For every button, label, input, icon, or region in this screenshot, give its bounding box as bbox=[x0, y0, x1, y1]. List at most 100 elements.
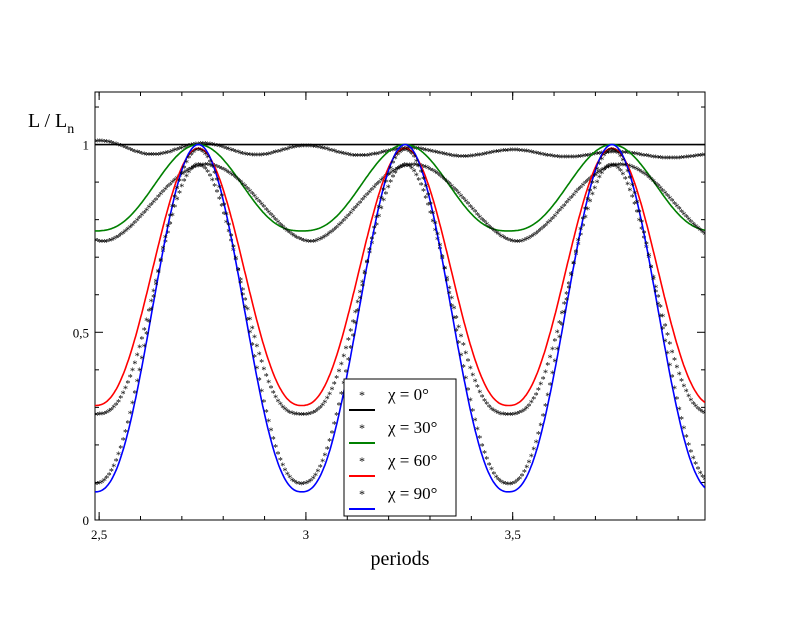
series-point: * bbox=[292, 410, 297, 421]
series-point: * bbox=[240, 150, 245, 161]
series-point: * bbox=[459, 153, 464, 164]
series-point: * bbox=[585, 196, 590, 207]
series-point: * bbox=[367, 246, 372, 257]
series-point: * bbox=[250, 190, 255, 201]
series-point: * bbox=[130, 147, 135, 158]
series-point: * bbox=[257, 376, 262, 387]
series-point: * bbox=[121, 229, 126, 240]
series-point: * bbox=[681, 424, 686, 435]
series-point: * bbox=[512, 238, 517, 249]
series-point: * bbox=[285, 145, 290, 156]
series-point: * bbox=[637, 216, 642, 227]
series-point: * bbox=[144, 317, 149, 328]
series-point: * bbox=[348, 209, 353, 220]
series-point: * bbox=[531, 395, 536, 406]
series-point: * bbox=[573, 153, 578, 164]
series-point: * bbox=[515, 477, 520, 488]
series-point: * bbox=[578, 153, 583, 164]
series-point: * bbox=[308, 410, 313, 421]
series-point: * bbox=[538, 421, 543, 432]
series-point: * bbox=[644, 172, 649, 183]
series-point: * bbox=[536, 150, 541, 161]
series-point: * bbox=[451, 152, 456, 163]
series-point: * bbox=[468, 153, 473, 164]
series-point: * bbox=[409, 145, 414, 156]
series-point: * bbox=[684, 154, 689, 165]
series-point: * bbox=[186, 166, 191, 177]
series-point: * bbox=[264, 206, 269, 217]
series-point: * bbox=[585, 152, 590, 163]
series-point: * bbox=[114, 401, 119, 412]
series-3: ****************************************… bbox=[95, 143, 705, 493]
series-point: * bbox=[109, 467, 114, 478]
series-point: * bbox=[292, 478, 297, 489]
series-point: * bbox=[416, 162, 421, 173]
series-point: * bbox=[285, 227, 290, 238]
series-point: * bbox=[259, 358, 264, 369]
series-point: * bbox=[151, 198, 156, 209]
series-point: * bbox=[276, 219, 281, 230]
series-point: * bbox=[139, 212, 144, 223]
series-point: * bbox=[444, 151, 449, 162]
series-point: * bbox=[475, 383, 480, 394]
series-point: * bbox=[407, 148, 412, 159]
series-point: * bbox=[595, 150, 600, 161]
series-point: * bbox=[313, 143, 318, 154]
series-point: * bbox=[604, 164, 609, 175]
series-point: * bbox=[599, 169, 604, 180]
series-point: * bbox=[405, 162, 410, 173]
series-point: * bbox=[390, 168, 395, 179]
series-point: * bbox=[224, 167, 229, 178]
series-point: * bbox=[559, 321, 564, 332]
series-point: * bbox=[428, 147, 433, 158]
series-point: * bbox=[592, 171, 597, 182]
series-point: * bbox=[142, 342, 147, 353]
series-point: * bbox=[360, 282, 365, 293]
series-point: * bbox=[233, 255, 238, 266]
series-point: * bbox=[222, 166, 227, 177]
series-point: * bbox=[482, 449, 487, 460]
series-point: * bbox=[442, 176, 447, 187]
series-point: * bbox=[344, 345, 349, 356]
series-point: * bbox=[414, 171, 419, 182]
series-point: * bbox=[573, 189, 578, 200]
series-point: * bbox=[116, 141, 121, 152]
series-point: * bbox=[226, 228, 231, 239]
series-point: * bbox=[250, 325, 255, 336]
series-point: * bbox=[128, 146, 133, 157]
series-point: * bbox=[421, 175, 426, 186]
series-point: * bbox=[137, 343, 142, 354]
series-point: * bbox=[313, 237, 318, 248]
series-point: * bbox=[412, 153, 417, 164]
series-point: * bbox=[311, 238, 316, 249]
series-point: * bbox=[163, 150, 168, 161]
series-point: * bbox=[362, 270, 367, 281]
series-point: * bbox=[290, 231, 295, 242]
series-point: * bbox=[315, 468, 320, 479]
series-point: * bbox=[555, 346, 560, 357]
series-point: * bbox=[107, 237, 112, 248]
series-point: * bbox=[257, 350, 262, 361]
series-point: * bbox=[306, 479, 311, 490]
series-point: * bbox=[656, 154, 661, 165]
series-point: * bbox=[693, 152, 698, 163]
series-point: * bbox=[231, 172, 236, 183]
series-point: * bbox=[583, 205, 588, 216]
series-point: * bbox=[649, 263, 654, 274]
series-point: * bbox=[290, 144, 295, 155]
series-point: * bbox=[484, 455, 489, 466]
series-point: * bbox=[191, 148, 196, 159]
series-point: * bbox=[700, 229, 705, 240]
series-point: * bbox=[487, 461, 492, 472]
series-point: * bbox=[541, 412, 546, 423]
series-point: * bbox=[440, 253, 445, 264]
series-point: * bbox=[667, 340, 672, 351]
series-point: * bbox=[311, 409, 316, 420]
series-point: * bbox=[566, 196, 571, 207]
series-point: * bbox=[114, 234, 119, 245]
series-point: * bbox=[104, 138, 109, 149]
series-point: * bbox=[128, 373, 133, 384]
series-point: * bbox=[294, 411, 299, 422]
series-point: * bbox=[634, 198, 639, 209]
series-point: * bbox=[266, 150, 271, 161]
